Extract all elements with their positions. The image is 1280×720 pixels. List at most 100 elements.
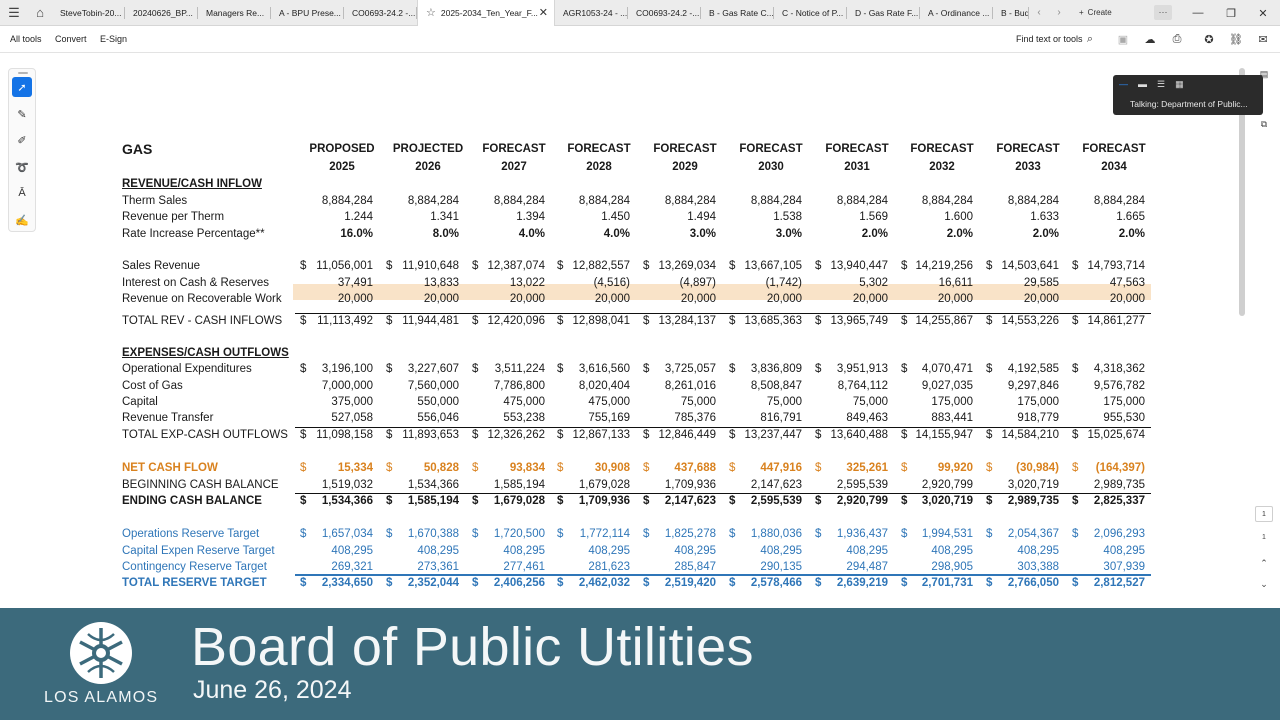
table-cell: 3,836,809 [750,363,802,375]
print-icon[interactable]: ⎙ [1172,33,1182,45]
home-icon[interactable]: ⌂ [36,5,44,20]
mail-icon[interactable]: ✉ [1258,34,1268,46]
table-cell: 20,000 [423,293,459,305]
row-label: ENDING CASH BALANCE [122,495,262,507]
tab-2[interactable]: Managers Re... [198,0,271,26]
tabs-container: SteveTobin-20... 20240626_BP... Managers R… [52,0,1029,26]
draw-freehand-icon[interactable]: ➰ [15,161,29,174]
table-cell: 1.569 [859,211,888,223]
scroll-thumb[interactable] [1239,68,1245,316]
speaker-view-icon[interactable]: ▬ [1138,79,1147,89]
table-cell: 2,812,527 [1093,577,1145,589]
currency-symbol: $ [557,363,564,375]
table-cell: 2,054,367 [1007,528,1059,540]
tab-6[interactable]: AGR1053-24 - ... [555,0,628,26]
tab-11[interactable]: A - Ordinance ... [920,0,993,26]
currency-symbol: $ [300,495,307,507]
table-cell: 8,884,284 [664,195,716,207]
scroll-down-icon[interactable]: ⌄ [1260,578,1268,589]
tab-3[interactable]: A - BPU Prese... [271,0,344,26]
table-cell: 20,000 [594,293,630,305]
currency-symbol: $ [386,363,393,375]
all-tools-link[interactable]: All tools [10,34,42,44]
table-cell: 1.633 [1030,211,1059,223]
create-button[interactable]: + Create [1071,5,1120,21]
more-icon[interactable]: ⋯ [1154,5,1172,20]
table-cell: 527,058 [331,412,373,424]
tab-separator [919,6,920,19]
search-icon[interactable]: ⌕ [1086,33,1094,45]
strip-view-icon[interactable]: ☰ [1157,79,1166,89]
close-tab-icon[interactable]: ✕ [538,6,548,19]
currency-symbol: $ [300,462,307,474]
tab-7[interactable]: CO0693-24.2 -... [628,0,701,26]
scroll-up-icon[interactable]: ⌃ [1260,557,1268,568]
row-label: NET CASH FLOW [122,462,218,474]
upload-cloud-icon[interactable]: ☁ [1144,34,1156,46]
tab-0[interactable]: SteveTobin-20... [52,0,125,26]
currency-symbol: $ [386,528,393,540]
table-cell: 2.0% [946,228,973,240]
table-cell: 14,553,226 [1001,315,1059,327]
add-comment-icon[interactable]: ✎ [17,108,27,121]
table-cell: 1,670,388 [407,528,459,540]
table-cell: 2,519,420 [664,577,716,589]
vertical-scrollbar[interactable] [1237,58,1247,608]
table-cell: 13,667,105 [744,260,802,272]
restore-icon[interactable]: ❐ [1226,7,1236,20]
pages-panel-icon[interactable]: ⧉ [1260,118,1268,129]
currency-symbol: $ [643,577,650,589]
table-cell: 20,000 [937,293,973,305]
table-cell: 12,867,133 [572,429,630,441]
link-icon[interactable]: ⛓ [1229,34,1243,46]
table-cell: 7,000,000 [321,380,373,392]
table-cell: 1,709,936 [578,495,630,507]
minimize-icon[interactable]: — [1192,7,1204,19]
tab-9[interactable]: C - Notice of P... [774,0,847,26]
meeting-mini-window[interactable]: — ▬ ☰ ▦ Talking: Department of Public... [1113,75,1263,115]
table-cell: 2,147,623 [664,495,716,507]
table-cell: 3.0% [689,228,716,240]
column-header-year: 2030 [758,161,784,173]
rail-grip[interactable] [18,72,28,74]
close-window-icon[interactable]: ✕ [1258,7,1268,20]
comments-panel-icon[interactable]: ▤ [1259,68,1269,79]
currency-symbol: $ [986,363,993,375]
highlight-pen-icon[interactable]: ✐ [17,134,27,147]
table-cell: 9,576,782 [1093,380,1145,392]
tab-4[interactable]: CO0693-24.2 -... [344,0,417,26]
favorite-star-icon[interactable]: ☆ [426,7,436,19]
row-label: Interest on Cash & Reserves [122,277,270,289]
currency-symbol: $ [557,315,564,327]
sign-icon[interactable]: ✍ [15,214,29,227]
tab-scroll-right-icon[interactable]: › [1057,7,1061,18]
select-cursor-icon[interactable]: ➚ [12,77,32,97]
ai-assistant-icon[interactable]: ✪ [1204,34,1214,46]
menu-icon[interactable]: ☰ [8,4,20,20]
table-cell: 408,295 [931,545,973,557]
tab-5[interactable]: ☆ 2025-2034_Ten_Year_F... ✕ [417,0,555,26]
tab-10[interactable]: D - Gas Rate F... [847,0,920,26]
save-icon[interactable]: ▣ [1117,34,1129,46]
grid-view-icon[interactable]: ▦ [1175,79,1184,89]
tab-8[interactable]: B - Gas Rate C... [701,0,774,26]
convert-link[interactable]: Convert [55,34,87,44]
tab-scroll-left-icon[interactable]: ‹ [1037,7,1041,18]
column-header-year: 2025 [329,161,355,173]
table-cell: 12,326,262 [487,429,545,441]
find-text-label[interactable]: Find text or tools [1016,34,1083,44]
table-cell: 175,000 [1103,396,1145,408]
row-label: Contingency Reserve Target [122,561,267,573]
esign-link[interactable]: E-Sign [100,34,128,44]
currency-symbol: $ [901,495,908,507]
table-cell: 303,388 [1017,561,1059,573]
page-number-box[interactable]: 1 [1255,506,1273,522]
table-cell: 408,295 [417,545,459,557]
minimize-meeting-icon[interactable]: — [1119,79,1128,89]
table-cell: 175,000 [1017,396,1059,408]
tab-12[interactable]: B - Bud [993,0,1029,26]
text-select-icon[interactable]: Ā [18,187,26,199]
table-cell: 1,519,032 [321,479,373,491]
tab-1[interactable]: 20240626_BP... [125,0,198,26]
table-cell: 8,764,112 [837,380,888,392]
